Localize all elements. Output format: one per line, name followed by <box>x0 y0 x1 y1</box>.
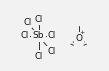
Text: Sb: Sb <box>33 31 44 40</box>
Text: Cl: Cl <box>47 47 55 56</box>
Text: Cl: Cl <box>20 31 29 40</box>
Text: +: + <box>79 30 84 35</box>
Text: O: O <box>75 34 82 43</box>
Text: Cl: Cl <box>34 15 43 24</box>
Text: Cl: Cl <box>23 18 31 27</box>
Text: Cl: Cl <box>34 52 43 61</box>
Text: Cl: Cl <box>48 31 56 40</box>
